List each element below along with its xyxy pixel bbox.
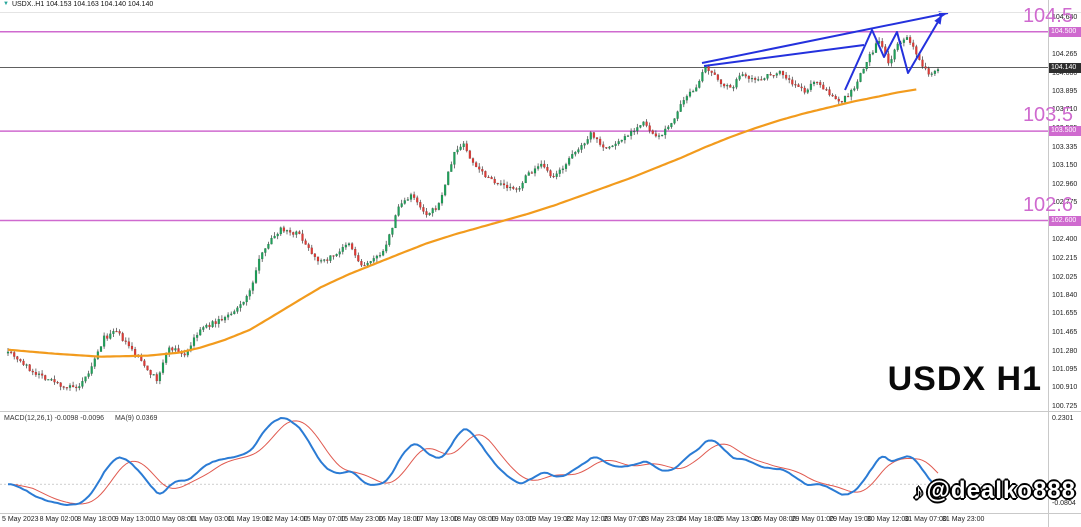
time-axis-label: 31 May 07:00 — [904, 516, 947, 523]
price-axis-label: 103.150 — [1052, 161, 1078, 169]
price-axis-label: 102.025 — [1052, 273, 1078, 281]
price-axis-label: 101.840 — [1052, 292, 1078, 300]
time-axis-label: 23 May 07:00 — [603, 516, 647, 523]
time-axis-label: 25 May 13:00 — [716, 516, 759, 523]
moving-average-line[interactable] — [7, 88, 917, 358]
arrow-head-icon — [934, 15, 942, 25]
time-axis-label: 16 May 18:00 — [378, 516, 421, 523]
level-price-tag: 103.500 — [1049, 126, 1081, 137]
time-axis[interactable]: 5 May 2023 8 May 02:00 8 May 18:00 9 May 13… — [0, 514, 1081, 527]
price-axis-label: 101.465 — [1052, 329, 1078, 337]
price-axis-label: 104.265 — [1052, 51, 1078, 59]
time-axis-label: 11 May 03:00 — [190, 516, 232, 523]
time-axis-label: 9 May 13:00 — [114, 516, 154, 523]
lower-trendline[interactable] — [703, 44, 865, 67]
level-label-103.5[interactable]: 103.5 — [1022, 104, 1073, 127]
time-axis-label: 30 May 12:00 — [866, 516, 910, 523]
macd-indicator-canvas[interactable] — [0, 412, 1048, 513]
symbol-dropdown-icon[interactable]: ▼ — [3, 1, 9, 7]
panel-divider-macd — [0, 411, 1081, 412]
time-axis-label: 23 May 23:00 — [641, 516, 684, 523]
time-axis-label: 11 May 19:00 — [227, 516, 270, 523]
time-axis-label: 8 May 02:00 — [39, 516, 79, 523]
price-axis-label: 103.895 — [1052, 87, 1078, 95]
macd-ma-line — [8, 420, 939, 505]
chart-watermark: USDX H1 — [887, 360, 1042, 398]
price-axis-label: 102.215 — [1052, 254, 1078, 262]
time-axis-label: 12 May 14:00 — [265, 516, 308, 523]
macd-axis-label: -0.0804 — [1052, 500, 1076, 507]
time-axis-label: 29 May 19:00 — [829, 516, 872, 523]
current-price-tag: 104.140 — [1049, 62, 1081, 73]
zigzag-wave-arrow[interactable] — [844, 14, 943, 91]
ascending-trendline[interactable] — [701, 12, 949, 64]
price-axis-label: 103.335 — [1052, 143, 1078, 151]
macd-ma-value: MA(9) 0.0369 — [114, 415, 158, 422]
time-axis-label: 15 May 23:00 — [340, 516, 383, 523]
time-axis-label: 22 May 12:00 — [566, 516, 609, 523]
level-label-102.6[interactable]: 102.6 — [1022, 193, 1073, 216]
time-axis-label: 19 May 19:00 — [528, 516, 571, 523]
price-axis-label: 101.095 — [1052, 366, 1078, 374]
time-axis-label: 17 May 13:00 — [415, 516, 459, 523]
time-axis-label: 8 May 18:00 — [77, 516, 116, 523]
time-axis-label: 19 May 03:00 — [490, 516, 534, 523]
price-axis-label: 101.655 — [1052, 310, 1078, 318]
axis-divider — [1048, 0, 1049, 527]
price-axis-label: 104.080 — [1052, 69, 1078, 77]
level-price-tag: 102.600 — [1049, 215, 1081, 226]
level-label-104.5[interactable]: 104.5 — [1022, 4, 1073, 27]
time-axis-label: 15 May 07:00 — [302, 516, 346, 523]
time-axis-label: 26 May 08:00 — [754, 516, 797, 523]
signature-watermark: ♪ @dealko888 — [913, 477, 1076, 505]
time-axis-label: 31 May 23:00 — [942, 516, 985, 523]
price-axis-label: 101.280 — [1052, 347, 1078, 355]
price-axis-label: 104.640 — [1052, 13, 1078, 21]
time-axis-label: 18 May 08:00 — [453, 516, 496, 523]
candles-layer — [6, 35, 940, 392]
macd-axis-label: 0.2301 — [1052, 415, 1074, 422]
price-axis-label: 100.910 — [1052, 384, 1078, 392]
macd-values: MACD(12,26,1) -0.0098 -0.0096 — [4, 415, 104, 422]
level-price-tag: 104.500 — [1049, 26, 1081, 37]
symbol-ohlc-info: ▼ USDX..H1 104.153 104.163 104.140 104.1… — [3, 1, 153, 8]
price-axis[interactable]: 104.640104.465104.265104.080103.895103.7… — [1049, 0, 1081, 411]
price-axis-label: 100.725 — [1052, 402, 1078, 410]
panel-divider-top — [0, 12, 1081, 13]
time-axis-label: 24 May 18:00 — [678, 516, 722, 523]
price-axis-label: 103.710 — [1052, 106, 1078, 114]
macd-main-line — [7, 417, 939, 506]
time-axis-label: 29 May 01:00 — [791, 516, 835, 523]
symbol-ohlc-text: USDX..H1 104.153 104.163 104.140 104.140 — [11, 1, 154, 8]
time-axis-label: 5 May 2023 — [2, 516, 39, 523]
macd-indicator-label: MACD(12,26,1) -0.0098 -0.0096 MA(9) 0.03… — [4, 415, 157, 422]
panel-divider-time — [0, 513, 1081, 514]
candlestick-chart-canvas[interactable] — [0, 0, 1048, 411]
macd-axis[interactable]: 0.2301 -0.0804 — [1049, 412, 1081, 513]
time-axis-label: 10 May 08:00 — [152, 516, 195, 523]
price-axis-label: 102.775 — [1052, 199, 1078, 207]
price-axis-label: 102.400 — [1052, 236, 1078, 244]
music-note-icon: ♪ — [913, 481, 924, 504]
price-axis-label: 102.960 — [1052, 180, 1078, 188]
signature-text: @dealko888 — [926, 477, 1076, 504]
